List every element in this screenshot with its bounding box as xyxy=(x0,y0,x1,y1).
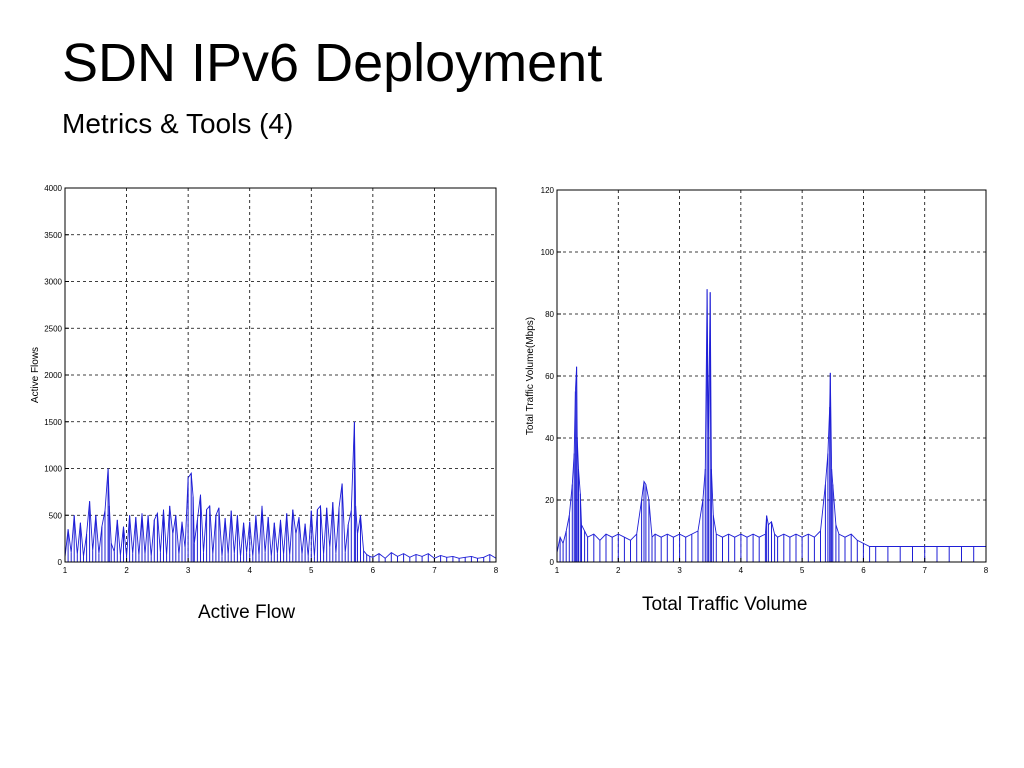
y-tick-label: 2000 xyxy=(44,371,62,380)
x-tick-label: 3 xyxy=(186,566,191,575)
x-tick-label: 3 xyxy=(677,566,682,575)
y-tick-label: 20 xyxy=(545,496,554,505)
x-tick-label: 4 xyxy=(739,566,744,575)
y-tick-label: 60 xyxy=(545,372,554,381)
y-tick-label: 4000 xyxy=(44,184,62,193)
x-tick-label: 7 xyxy=(922,566,927,575)
x-tick-label: 1 xyxy=(63,566,68,575)
y-tick-label: 100 xyxy=(541,248,555,257)
x-tick-label: 6 xyxy=(371,566,376,575)
y-tick-label: 80 xyxy=(545,310,554,319)
y-tick-label: 120 xyxy=(541,186,555,195)
y-tick-label: 3000 xyxy=(44,278,62,287)
y-tick-label: 0 xyxy=(550,558,555,567)
traffic-volume-caption: Total Traffic Volume xyxy=(642,594,808,615)
x-tick-label: 2 xyxy=(616,566,621,575)
y-tick-label: 0 xyxy=(58,558,63,567)
y-tick-label: 1500 xyxy=(44,418,62,427)
slide-title: SDN IPv6 Deployment xyxy=(62,33,603,93)
active-flow-caption: Active Flow xyxy=(198,602,296,623)
x-tick-label: 5 xyxy=(800,566,805,575)
x-tick-label: 6 xyxy=(861,566,866,575)
x-tick-label: 2 xyxy=(124,566,129,575)
y-tick-label: 500 xyxy=(49,511,63,520)
x-tick-label: 8 xyxy=(494,566,499,575)
y-tick-label: 3500 xyxy=(44,231,62,240)
y-axis-label: Total Traffic Volume(Mbps) xyxy=(525,317,536,435)
x-tick-label: 4 xyxy=(247,566,252,575)
y-tick-label: 40 xyxy=(545,434,554,443)
y-axis-label: Active Flows xyxy=(30,347,41,403)
y-tick-label: 2500 xyxy=(44,324,62,333)
series-line xyxy=(556,289,986,553)
plot-area xyxy=(65,188,496,562)
x-tick-label: 7 xyxy=(432,566,437,575)
y-tick-label: 1000 xyxy=(44,465,62,474)
x-tick-label: 8 xyxy=(984,566,989,575)
x-tick-label: 1 xyxy=(555,566,560,575)
slide-subtitle: Metrics & Tools (4) xyxy=(62,108,294,139)
series-line xyxy=(64,421,497,559)
plot-area xyxy=(557,190,986,562)
x-tick-label: 5 xyxy=(309,566,314,575)
